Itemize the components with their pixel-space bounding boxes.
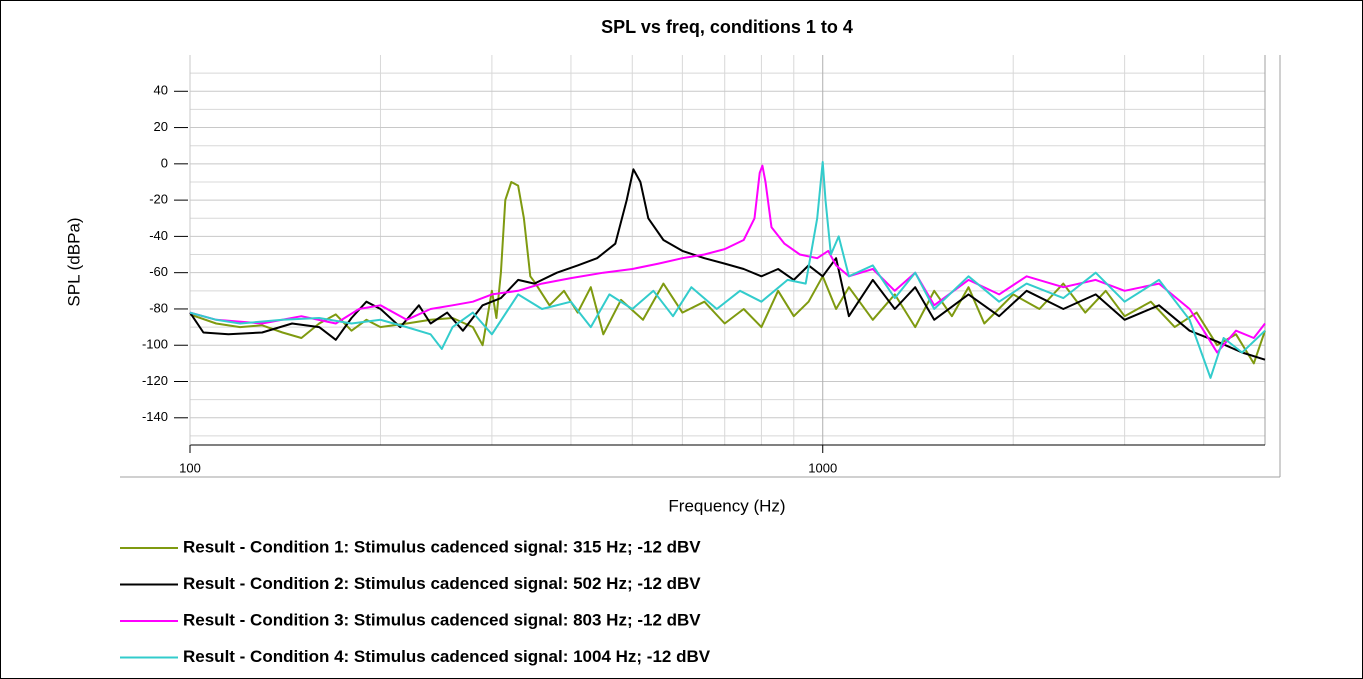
y-tick-label: 40 — [154, 83, 168, 98]
legend-label: Result - Condition 2: Stimulus cadenced … — [183, 574, 701, 593]
series-line — [189, 168, 1266, 361]
chart-title: SPL vs freq, conditions 1 to 4 — [601, 17, 853, 37]
legend-label: Result - Condition 1: Stimulus cadenced … — [183, 537, 701, 556]
y-tick-label: -60 — [149, 264, 168, 279]
x-tick-label: 100 — [179, 460, 201, 475]
y-tick-label: -20 — [149, 192, 168, 207]
y-tick-label: 0 — [161, 155, 168, 170]
y-tick-label: -40 — [149, 228, 168, 243]
x-axis-label: Frequency (Hz) — [668, 496, 785, 515]
legend-label: Result - Condition 4: Stimulus cadenced … — [183, 647, 711, 666]
y-tick-label: -100 — [142, 337, 168, 352]
legend-label: Result - Condition 3: Stimulus cadenced … — [183, 610, 701, 629]
x-tick-label: 1000 — [808, 460, 837, 475]
y-tick-label: 20 — [154, 119, 168, 134]
y-tick-label: -120 — [142, 373, 168, 388]
series-line — [189, 181, 1266, 365]
series-line — [189, 164, 1266, 354]
series-line — [189, 161, 1266, 379]
y-tick-label: -80 — [149, 300, 168, 315]
y-tick-label: -140 — [142, 409, 168, 424]
y-axis-label: SPL (dBPa) — [64, 217, 83, 306]
